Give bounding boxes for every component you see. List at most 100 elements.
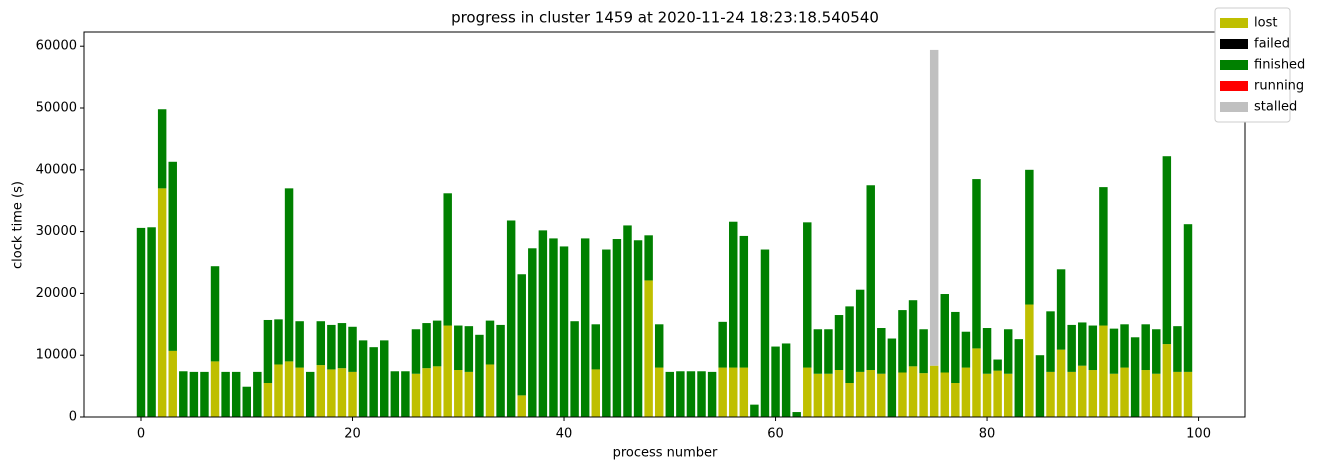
x-tick-label: 0 (137, 427, 145, 442)
bar-segment (834, 370, 844, 417)
bar-segment (1056, 269, 1066, 350)
bar-segment (729, 367, 738, 417)
bar-segment (919, 329, 928, 374)
bar-segment (1183, 224, 1193, 372)
bar-segment (189, 371, 199, 417)
bar-segment (1067, 324, 1076, 372)
bar-segment (1099, 187, 1108, 326)
bar-segment (327, 324, 336, 370)
bar-segment (686, 371, 696, 417)
legend-label: finished (1254, 58, 1305, 73)
y-tick-label: 50000 (36, 101, 77, 116)
chart-title: progress in cluster 1459 at 2020-11-24 1… (451, 9, 879, 27)
bar-segment (1099, 325, 1108, 417)
bar-segment (1046, 311, 1055, 372)
bar-segment (200, 371, 209, 417)
bar-segment (1056, 349, 1066, 417)
bar-segment (253, 371, 262, 417)
bar-segment (929, 365, 939, 417)
bar-segment (972, 348, 981, 417)
bar-segment (210, 361, 220, 417)
bar-segment (644, 280, 653, 417)
bar-segment (1078, 365, 1087, 417)
bar-segment (803, 222, 812, 368)
bar-segment (327, 369, 336, 417)
bar-segment (898, 310, 907, 373)
bar-segment (263, 319, 273, 384)
bar-segment (295, 321, 304, 368)
bar-segment (1025, 169, 1034, 305)
bar-segment (961, 367, 971, 417)
bar-segment (157, 188, 167, 417)
legend-box (1214, 7, 1291, 123)
bar-segment (432, 366, 442, 417)
bar-segment (221, 371, 230, 417)
bar-segment (951, 311, 960, 384)
bar-segment (475, 334, 484, 417)
bar-segment (348, 371, 357, 417)
bar-segment (168, 161, 177, 351)
bar-segment (337, 323, 347, 369)
bar-segment (147, 227, 156, 417)
bar-segment (1025, 304, 1034, 417)
bar-segment (295, 367, 304, 417)
bar-segment (940, 372, 949, 417)
x-tick-label: 20 (344, 427, 361, 442)
bar-segment (1120, 324, 1129, 368)
x-tick-label: 60 (767, 427, 784, 442)
bar-segment (908, 300, 918, 367)
bar-segment (654, 324, 664, 368)
bar-segment (1067, 371, 1076, 417)
bar-segment (559, 246, 569, 417)
bar-segment (1141, 370, 1150, 417)
bar-segment (506, 220, 516, 417)
legend-swatch (1220, 39, 1248, 49)
bar-segment (654, 367, 664, 417)
legend-swatch (1220, 81, 1248, 91)
bar-segment (411, 329, 421, 374)
legend-label: running (1254, 79, 1304, 94)
y-tick-label: 10000 (36, 348, 77, 363)
bar-segment (792, 412, 801, 417)
bar-segment (337, 368, 347, 417)
legend-label: failed (1254, 37, 1290, 52)
legend-label: stalled (1254, 100, 1297, 115)
bar-segment (665, 371, 675, 417)
bar-segment (877, 328, 886, 374)
bar-segment (401, 371, 410, 417)
bar-segment (274, 364, 283, 417)
y-axis-label: clock time (s) (11, 181, 26, 269)
bar-segment (242, 386, 251, 417)
bar-segment (369, 347, 378, 417)
bar-segment (718, 367, 727, 417)
bar-segment (739, 367, 749, 417)
bar-segment (760, 249, 770, 417)
bar-segment (580, 238, 590, 417)
x-axis-label: process number (613, 446, 718, 461)
bar-segment (316, 365, 326, 417)
bar-segment (707, 371, 717, 417)
bar-segment (157, 109, 167, 189)
bar-segment (422, 368, 431, 417)
plot-frame (83, 31, 1246, 418)
legend-swatch (1220, 102, 1248, 112)
bar-segment (1183, 371, 1193, 417)
bar-segment (729, 221, 738, 368)
bar-segment (538, 230, 548, 417)
bar-segment (231, 371, 241, 417)
bar-segment (358, 340, 368, 417)
bar-segment (993, 370, 1002, 417)
bar-segment (1078, 322, 1087, 366)
bar-segment (1035, 355, 1045, 417)
bar-segment (454, 370, 463, 417)
bar-segment (1088, 325, 1098, 371)
bar-segment (750, 404, 759, 417)
bar-segment (517, 395, 526, 417)
bar-segment (771, 346, 780, 417)
bar-segment (1162, 344, 1172, 417)
bar-segment (411, 373, 421, 417)
bar-segment (1173, 326, 1182, 372)
bar-segment (496, 324, 505, 417)
bar-segment (1162, 156, 1172, 345)
